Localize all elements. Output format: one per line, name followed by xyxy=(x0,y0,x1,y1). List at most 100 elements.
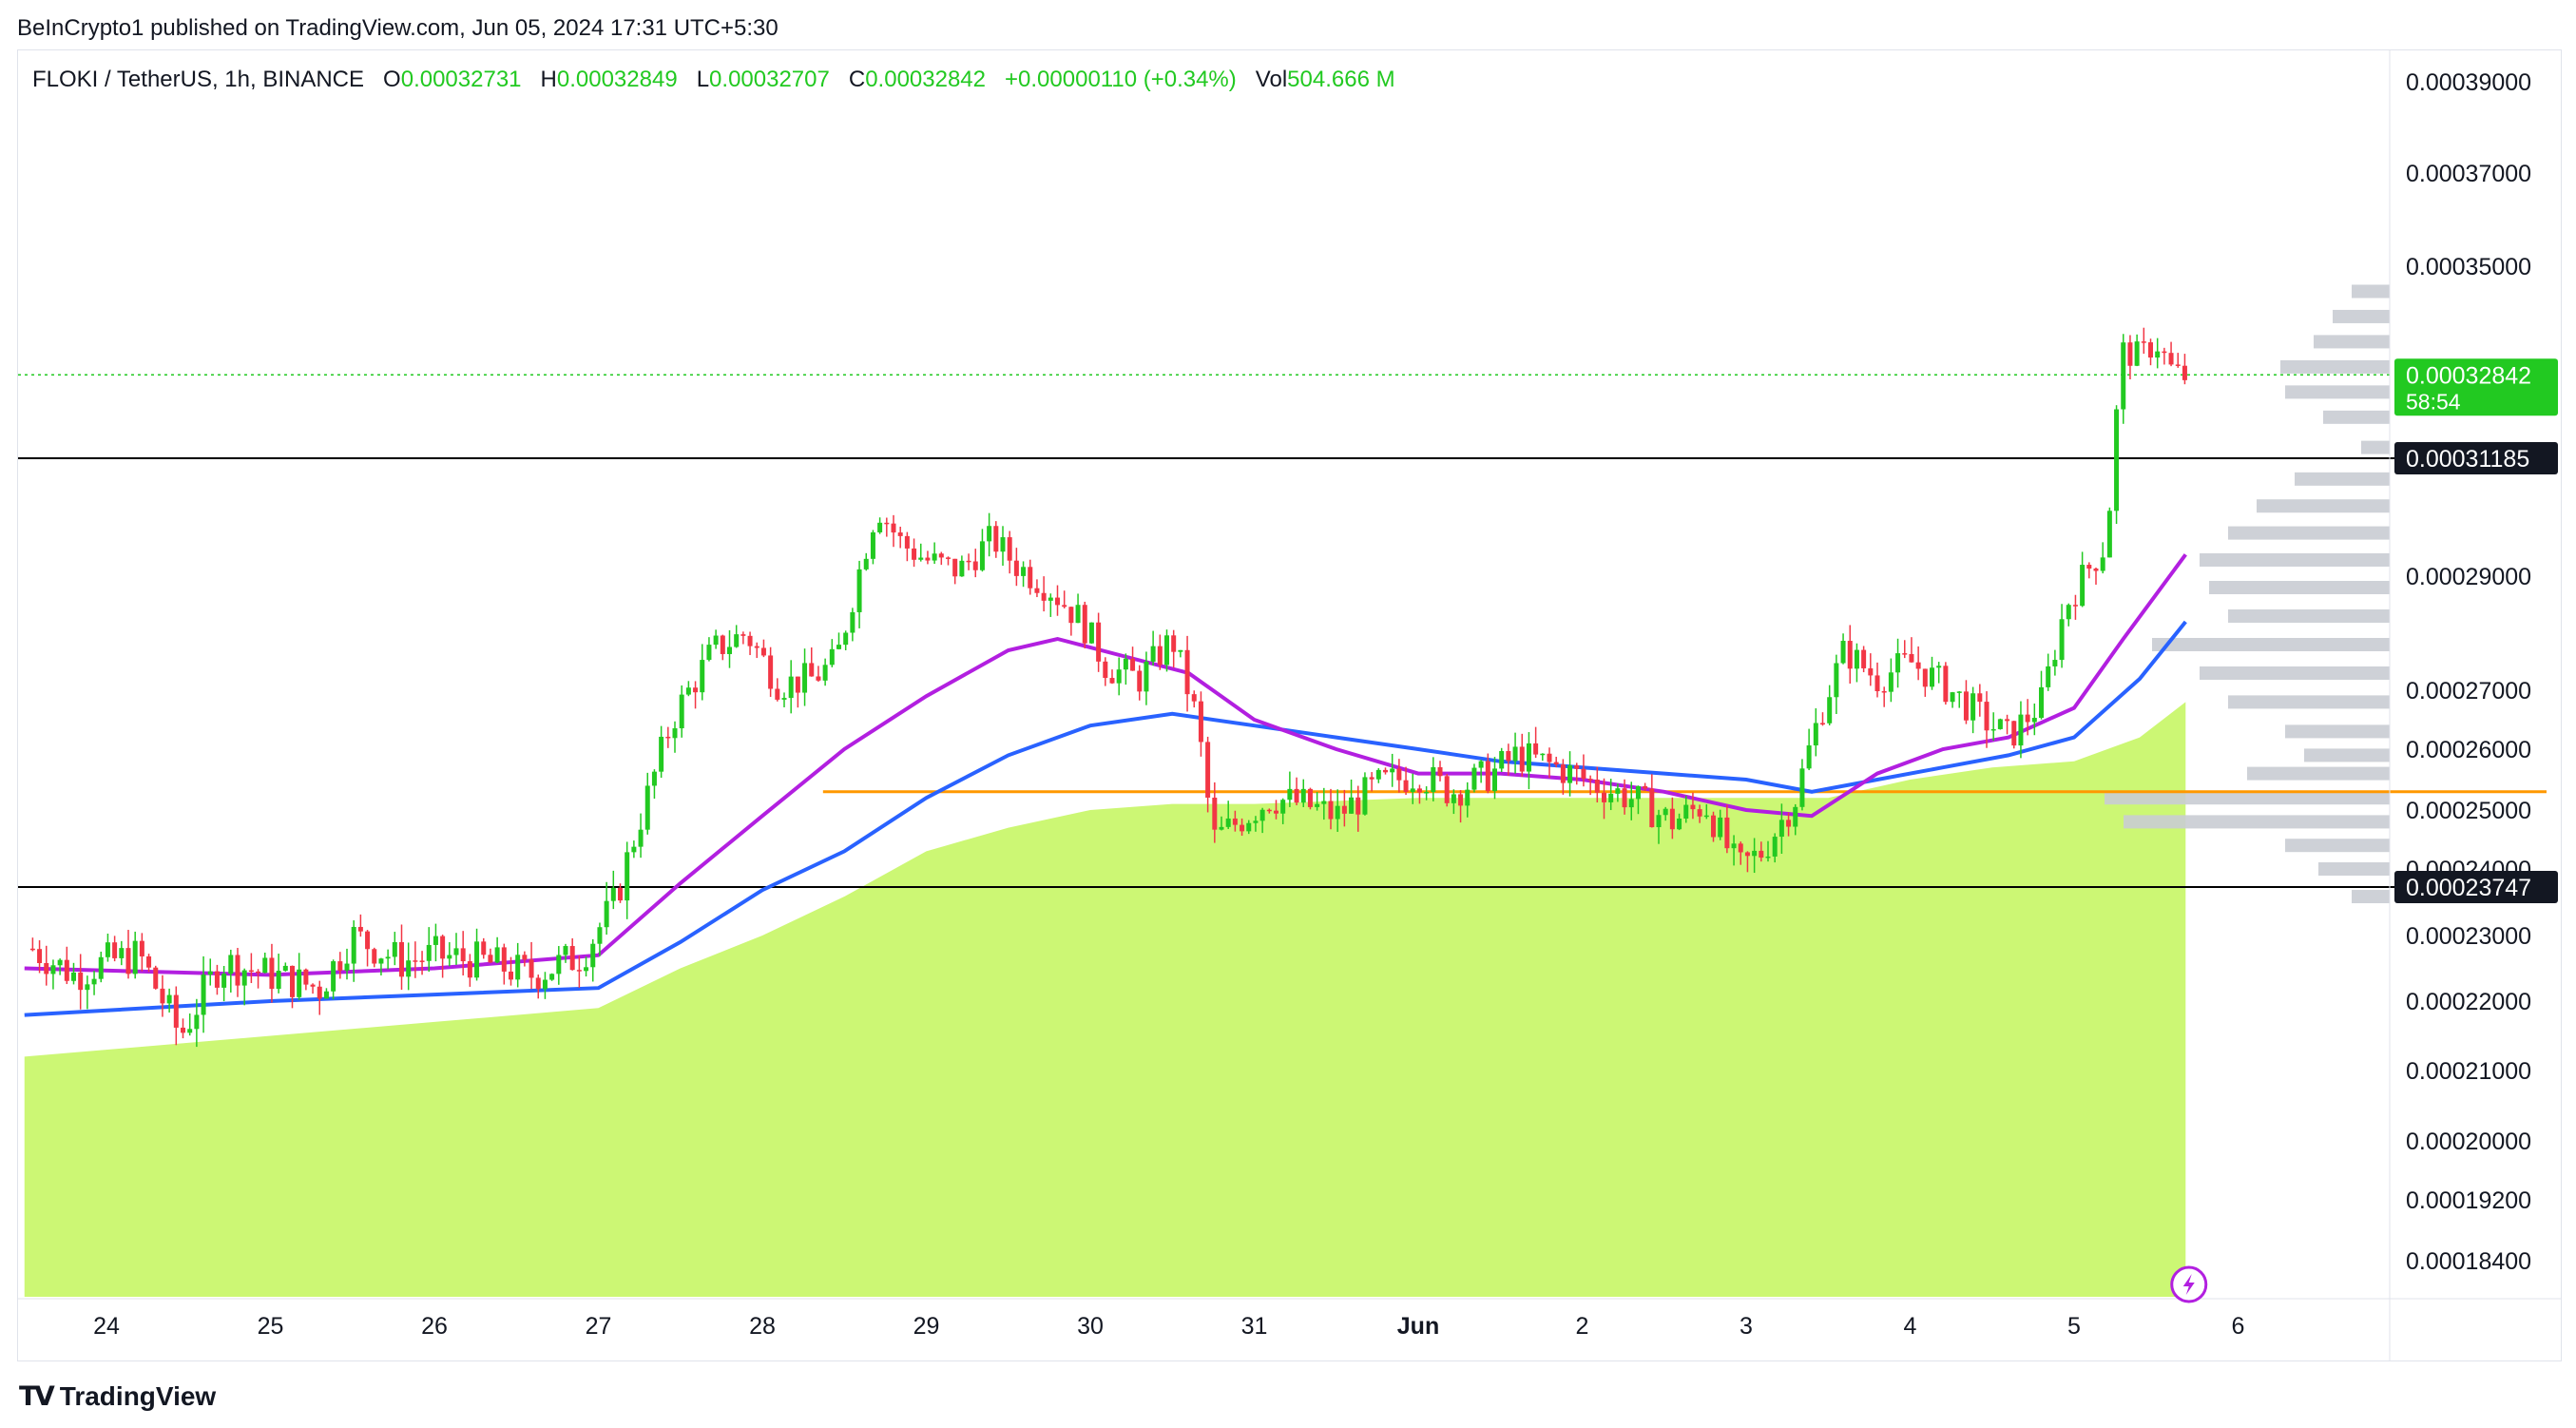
candle-body xyxy=(959,560,965,577)
price-axis-tick-label: 0.00018400 xyxy=(2406,1248,2531,1275)
candle-body xyxy=(1540,753,1546,756)
candle-body xyxy=(1240,824,1245,832)
candle-body xyxy=(426,944,432,961)
volume-profile-bar xyxy=(2333,309,2390,323)
candle-body xyxy=(1915,662,1921,669)
candle-body xyxy=(112,942,118,958)
candle-body xyxy=(119,948,125,958)
candle-body xyxy=(1738,843,1743,853)
candle-body xyxy=(50,965,56,975)
candle-body xyxy=(1840,641,1846,664)
chart-frame[interactable]: 0.00039000 0.00037000 0.00035000 0.00029000… xyxy=(17,49,2562,1361)
candle-body xyxy=(228,955,234,975)
date-axis-label: 29 xyxy=(913,1313,940,1340)
candle-body xyxy=(2134,341,2140,366)
candle-body xyxy=(1820,723,1825,724)
candle-body xyxy=(344,963,350,971)
candle-body xyxy=(1191,694,1197,702)
candle-body xyxy=(1895,653,1901,673)
candle-body xyxy=(153,967,159,989)
price-axis-tick-label: 0.00035000 xyxy=(2406,254,2531,280)
candle-body xyxy=(679,694,684,729)
candle-body xyxy=(44,962,49,975)
candle-body xyxy=(822,665,828,681)
candle-body xyxy=(1294,788,1299,803)
candle-body xyxy=(515,955,521,980)
candle-body xyxy=(1390,768,1395,773)
candle-body xyxy=(877,522,883,532)
footer-brand[interactable]: 𝗧𝗩 TradingView xyxy=(19,1380,216,1412)
candle-body xyxy=(2072,605,2078,607)
candle-body xyxy=(1130,658,1136,671)
volume-profile-bar xyxy=(2318,862,2390,876)
candle-body xyxy=(2175,364,2181,366)
candle-body xyxy=(91,978,97,985)
candle-body xyxy=(1799,768,1805,807)
candle-body xyxy=(1560,764,1566,783)
legend-low-label: L xyxy=(696,67,710,92)
candle-body xyxy=(256,971,261,974)
volume-profile-bar xyxy=(2285,839,2390,853)
candle-body xyxy=(2039,686,2044,719)
date-axis-label: 25 xyxy=(258,1313,284,1340)
candle-body xyxy=(1772,837,1778,857)
candle-body xyxy=(1471,767,1477,790)
candle-body xyxy=(1266,809,1272,812)
candle-body xyxy=(181,1027,185,1033)
candle-body xyxy=(1144,661,1149,692)
volume-profile-bar xyxy=(2200,666,2390,680)
candle-body xyxy=(1936,666,1942,668)
candle-body xyxy=(1615,788,1621,794)
candle-body xyxy=(447,955,452,959)
candle-body xyxy=(1335,805,1340,820)
price-chart[interactable]: 0.00039000 0.00037000 0.00035000 0.00029000… xyxy=(18,50,2561,1360)
candle-body xyxy=(665,736,671,739)
candle-body xyxy=(740,634,746,636)
candle-body xyxy=(993,526,999,552)
price-axis-tick-label: 0.00039000 xyxy=(2406,69,2531,96)
candle-body xyxy=(440,936,446,959)
candle-body xyxy=(529,959,534,978)
date-axis-label: 27 xyxy=(586,1313,612,1340)
candle-body xyxy=(1062,605,1067,608)
volume-profile-bar xyxy=(2352,284,2390,299)
volume-profile-bar xyxy=(2228,695,2390,709)
legend-high-value: 0.00032849 xyxy=(556,67,678,92)
legend-symbol[interactable]: FLOKI / TetherUS, 1h, BINANCE xyxy=(32,67,365,92)
volume-profile-bar xyxy=(2352,890,2390,904)
date-axis-label: 2 xyxy=(1576,1313,1589,1340)
price-axis-tick-label: 0.00025000 xyxy=(2406,798,2531,824)
candle-body xyxy=(932,553,937,561)
candle-body xyxy=(672,728,678,739)
ema-slow-line xyxy=(24,620,2187,1017)
candle-body xyxy=(1246,822,1252,832)
candle-body xyxy=(2168,353,2174,365)
candle-body xyxy=(2031,718,2037,723)
candle-body xyxy=(1137,670,1143,692)
candle-body xyxy=(235,955,240,986)
candle-body xyxy=(856,569,862,612)
candle-body xyxy=(494,947,500,963)
candle-body xyxy=(747,635,753,646)
legend-change: +0.00000110 (+0.34%) xyxy=(1005,67,1237,92)
candle-body xyxy=(2080,565,2086,607)
legend-high-label: H xyxy=(540,67,557,92)
candle-body xyxy=(1048,597,1053,601)
candle-body xyxy=(323,991,329,999)
current-price-badge xyxy=(2394,358,2558,416)
date-axis-label: 4 xyxy=(1904,1313,1917,1340)
candle-body xyxy=(1526,743,1531,772)
candle-body xyxy=(1847,641,1853,669)
candle-body xyxy=(644,785,650,830)
volume-profile-bar xyxy=(2314,335,2390,349)
candle-body xyxy=(556,955,562,975)
candle-body xyxy=(1909,653,1914,663)
candle-body xyxy=(1922,668,1928,687)
level-price-badge xyxy=(2394,442,2558,474)
tradingview-logo-icon: 𝗧𝗩 xyxy=(19,1381,55,1411)
candle-body xyxy=(966,560,971,563)
candle-body xyxy=(2093,569,2099,571)
date-axis-label: 31 xyxy=(1241,1313,1268,1340)
candle-body xyxy=(638,829,644,847)
price-axis-tick-label: 0.00022000 xyxy=(2406,989,2531,1015)
